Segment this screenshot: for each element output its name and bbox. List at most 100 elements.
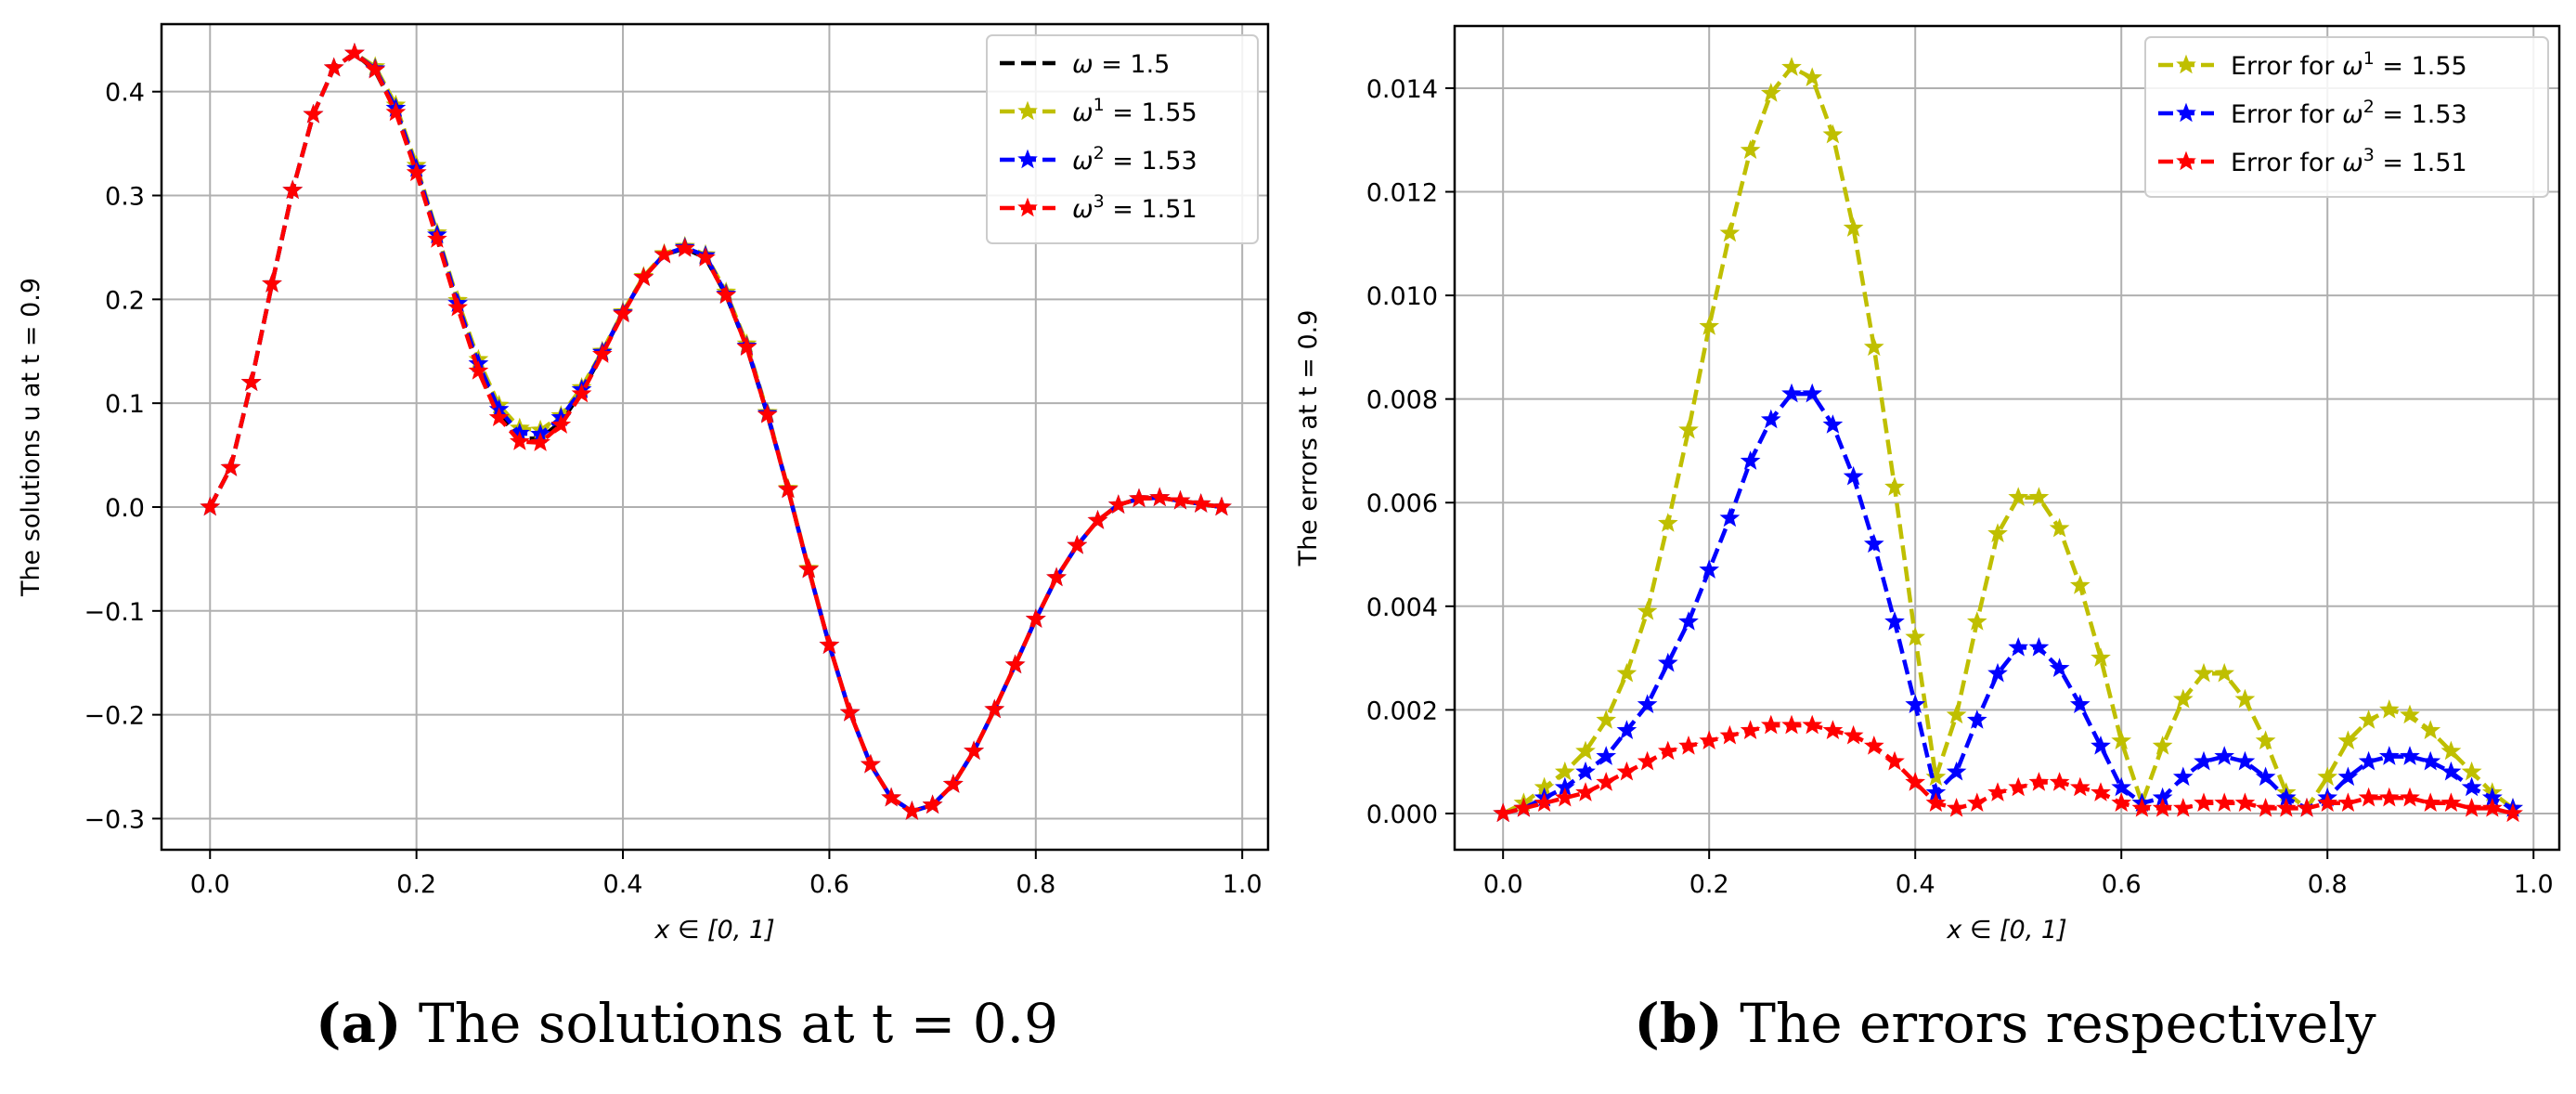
data-point (1781, 714, 1802, 735)
y-axis-label: The errors at t = 0.9 (1294, 310, 1323, 567)
data-point (2255, 797, 2276, 817)
x-tick-label: 0.6 (2102, 870, 2142, 899)
legend-marker (1017, 100, 1038, 121)
data-point (323, 57, 344, 77)
legend-entry: ω3 = 1.51 (1000, 191, 1197, 224)
data-point (695, 247, 716, 267)
series-3 (1493, 714, 2523, 823)
data-point (2008, 636, 2029, 657)
data-point (591, 344, 613, 363)
data-point (2214, 662, 2235, 683)
data-point (1637, 694, 1658, 714)
data-point (1946, 704, 1967, 724)
data-point (1534, 792, 1555, 813)
data-point (1699, 559, 1720, 579)
data-point (282, 179, 304, 200)
data-point (798, 558, 820, 579)
series-line (208, 50, 1223, 814)
data-point (468, 360, 489, 380)
data-point (2400, 787, 2420, 807)
data-point (2049, 658, 2070, 677)
data-point (1657, 740, 1678, 761)
data-point (1863, 735, 1884, 755)
y-tick-label: 0.3 (105, 183, 145, 212)
x-tick-label: 0.4 (1896, 870, 1935, 899)
data-point (2091, 782, 2111, 801)
data-point (2111, 730, 2132, 750)
data-point (1596, 710, 1617, 729)
data-point (1719, 222, 1741, 242)
data-point (2008, 487, 2029, 506)
panel-caption: (b) The errors respectively (1634, 992, 2376, 1055)
data-point (1657, 513, 1678, 532)
legend-marker (1017, 197, 1038, 217)
y-tick-label: −0.2 (84, 702, 145, 731)
y-tick-label: 0.014 (1366, 75, 1438, 104)
data-point (1740, 139, 1761, 160)
data-point (1884, 611, 1905, 631)
data-point (2194, 750, 2214, 771)
data-point (1678, 419, 1699, 439)
y-tick-label: −0.1 (84, 598, 145, 627)
data-point (1987, 782, 2008, 801)
data-point (757, 404, 778, 423)
data-point (2317, 792, 2338, 813)
data-point (2503, 802, 2523, 823)
data-point (819, 634, 840, 654)
data-point (1678, 735, 1699, 755)
legend-marker (2176, 102, 2196, 123)
data-point (406, 162, 427, 182)
data-point (1596, 746, 1617, 765)
legend-entry: ω2 = 1.53 (1000, 143, 1197, 176)
data-point (1966, 792, 1987, 813)
x-tick-label: 1.0 (2514, 870, 2554, 899)
data-point (1863, 533, 1884, 554)
data-point (2420, 750, 2441, 771)
data-point (2069, 694, 2091, 714)
data-point (1884, 476, 1905, 496)
y-tick-label: 0.4 (105, 79, 145, 108)
data-point (2111, 792, 2132, 813)
data-point (2194, 662, 2214, 683)
data-point (2378, 698, 2400, 719)
legend: Error for ω1 = 1.55 Error for ω2 = 1.53 Er… (2144, 36, 2549, 198)
data-point (654, 243, 675, 264)
data-point (2234, 688, 2256, 709)
data-point (1190, 493, 1211, 513)
data-point (901, 801, 923, 820)
y-tick-label: 0.006 (1366, 489, 1438, 518)
data-point (1925, 792, 1947, 813)
data-point (240, 371, 262, 392)
chart-panel-a: 0.0 0.2 0.4 0.6 0.8 1.0 −0.3 −0.2 −0.1 0.0 0.1 0.2 0… (17, 22, 1270, 1055)
data-point (1946, 797, 1967, 817)
data-point (1004, 654, 1026, 674)
y-tick-label: 0.1 (105, 390, 145, 419)
data-point (2358, 787, 2379, 807)
data-point (2255, 730, 2276, 750)
data-point (1843, 465, 1864, 486)
data-point (1802, 67, 1823, 87)
data-point (2378, 746, 2400, 765)
legend-entry: Error for ω2 = 1.53 (2158, 97, 2467, 129)
data-point (922, 794, 943, 814)
data-point (1760, 83, 1781, 102)
data-point (2028, 636, 2050, 657)
data-point (1905, 626, 1926, 646)
data-point (2461, 797, 2482, 817)
x-tick-label: 0.0 (190, 870, 230, 899)
legend-label: Error for ω2 = 1.53 (2231, 97, 2467, 129)
data-point (736, 336, 757, 357)
data-point (2028, 772, 2050, 791)
data-point (2440, 792, 2462, 813)
legend-entry: Error for ω3 = 1.51 (2158, 145, 2467, 177)
data-point (530, 432, 550, 451)
x-tick-label: 0.8 (1016, 870, 1055, 899)
x-axis-label: x ∈ [0, 1] (1946, 916, 2066, 944)
data-point (2152, 797, 2173, 817)
data-point (1575, 782, 1596, 801)
data-point (633, 267, 654, 287)
legend-marker (2176, 150, 2196, 171)
data-point (716, 284, 737, 305)
data-point (2234, 750, 2256, 771)
